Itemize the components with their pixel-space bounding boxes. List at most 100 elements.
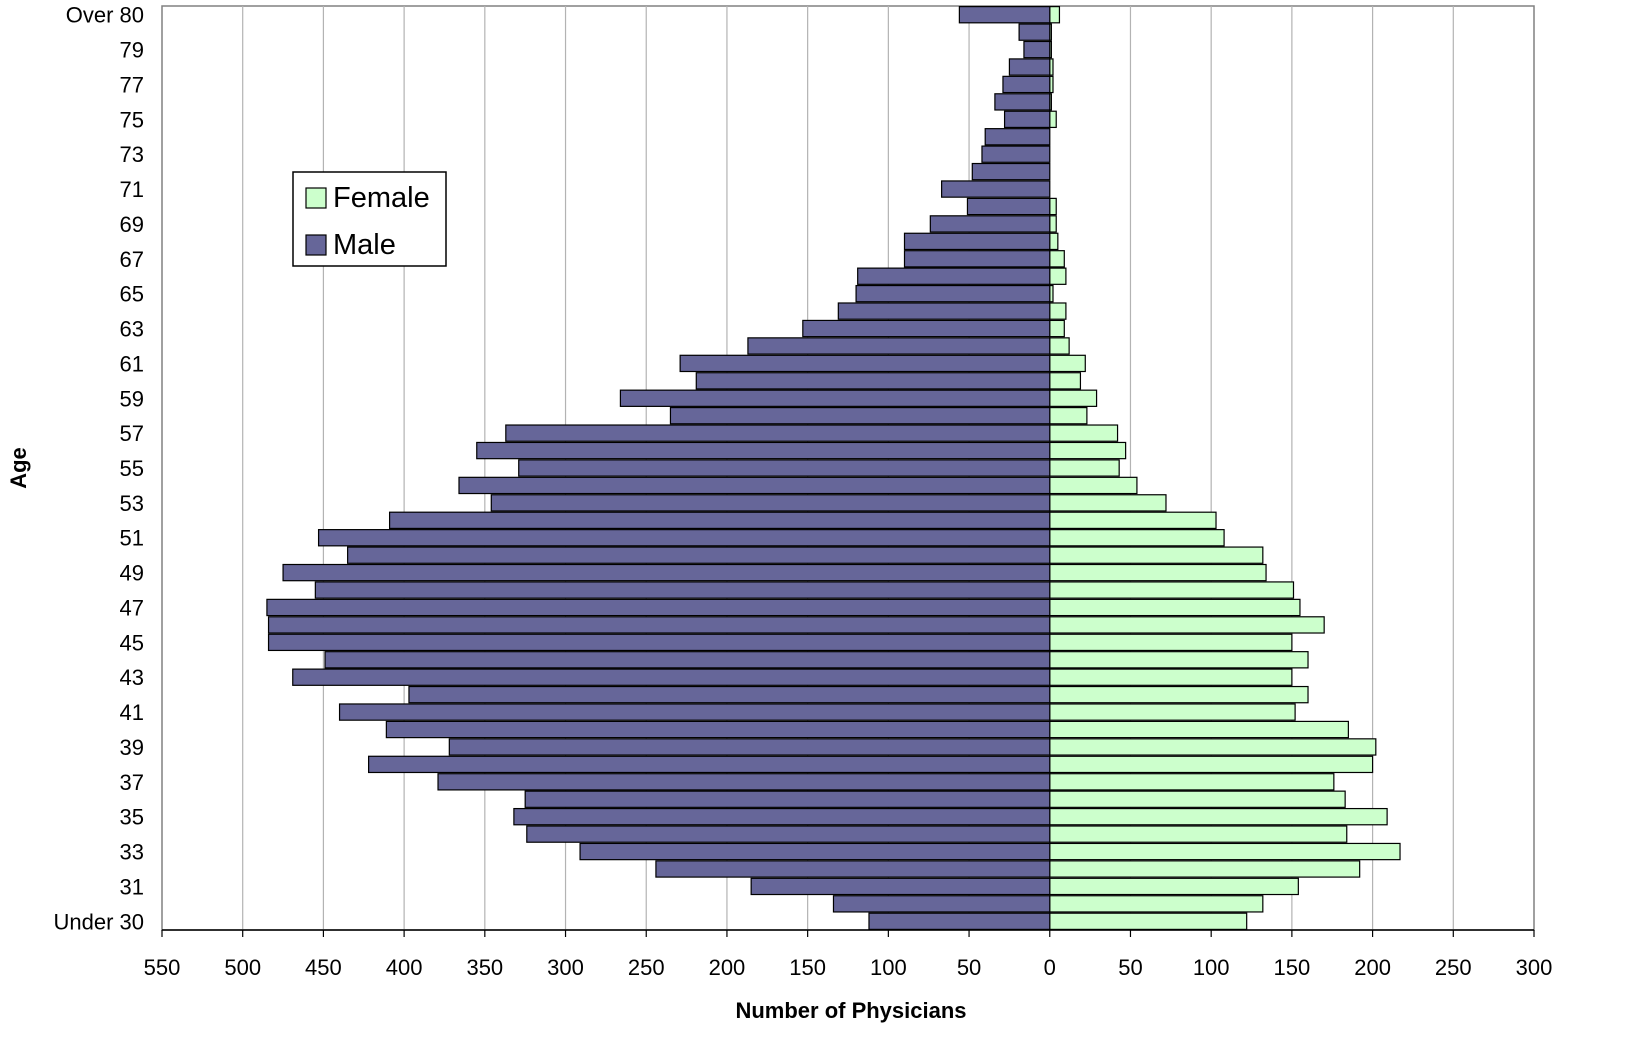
bar-female [1049,563,1267,582]
bar-male [966,197,1051,216]
bar-female [1049,424,1119,442]
bar-male [385,720,1051,739]
bar-female [1049,389,1098,407]
bar-male [524,790,1051,808]
bar-male [837,302,1051,320]
bar-male [1018,23,1051,41]
y-axis-title: Age [6,447,31,489]
bar-male [747,337,1051,355]
bar-female [1049,6,1061,24]
bar-female [1049,616,1325,634]
bar-female [1049,546,1264,564]
x-tick-label: 150 [1274,955,1311,980]
bar-female [1049,790,1346,808]
legend-swatch-male [305,234,327,256]
bar-female [1049,598,1301,617]
bar-female [1049,215,1057,233]
bar-male [324,651,1051,669]
bar-female [1049,825,1348,843]
bar-male [994,93,1051,111]
y-tick-label: 39 [120,735,144,760]
bar-female [1049,441,1127,460]
bar-male [505,424,1051,442]
x-tick-label: 0 [1044,955,1056,980]
bar-male [1002,75,1051,94]
bar-female [1049,633,1293,652]
legend: Female Male [292,171,447,267]
bar-male [458,476,1051,495]
y-tick-label: Under 30 [53,909,144,934]
legend-label-male: Male [333,229,396,261]
y-tick-label: 47 [120,595,144,620]
bar-male [388,511,1051,530]
legend-label-female: Female [333,182,430,214]
x-axis-ticks: 550 500 450 400 350 300 250 200 150 100 50 0 50 100 15… [144,930,1553,980]
y-tick-label: 45 [120,630,144,655]
bar-male [855,284,1051,303]
bar-male [490,494,1051,512]
bars [266,6,1401,930]
bar-male [958,6,1051,24]
bar-female [1049,738,1377,756]
y-tick-label: 43 [120,665,144,690]
x-tick-label: 100 [1193,955,1230,980]
x-axis-title: Number of Physicians [735,998,966,1023]
bar-male [476,441,1051,460]
y-tick-label: 73 [120,142,144,167]
y-tick-label: 63 [120,317,144,342]
y-tick-label: 41 [120,700,144,725]
y-tick-label: 51 [120,526,144,551]
bar-male [750,877,1051,896]
y-tick-label: 33 [120,840,144,865]
bar-male [1023,40,1051,59]
bar-male [1003,110,1051,129]
x-tick-label: 500 [224,955,261,980]
x-tick-label: 200 [709,955,746,980]
bar-male [437,773,1051,791]
y-tick-label: Over 80 [66,3,144,28]
y-tick-label: 55 [120,456,144,481]
y-tick-label: 49 [120,561,144,586]
bar-male [695,372,1051,390]
y-tick-label: 57 [120,421,144,446]
x-tick-label: 350 [466,955,503,980]
y-tick-label: 79 [120,38,144,63]
bar-male [317,529,1051,547]
x-tick-label: 250 [1435,955,1472,980]
x-tick-label: 150 [789,955,826,980]
bar-female [1049,511,1217,530]
bar-male [679,354,1051,373]
bar-male [513,807,1051,826]
bar-male [857,267,1051,285]
bar-male [579,842,1051,861]
x-tick-label: 50 [1118,955,1142,980]
bar-male [266,598,1051,617]
bar-male [832,895,1051,913]
bar-male [929,215,1051,233]
y-tick-label: 69 [120,212,144,237]
bar-female [1049,720,1349,739]
bar-female [1049,337,1070,355]
x-tick-label: 300 [1516,955,1553,980]
legend-swatch-female [305,187,327,209]
bar-female [1049,807,1388,826]
x-tick-label: 200 [1354,955,1391,980]
bar-male [903,250,1051,268]
y-tick-label: 37 [120,770,144,795]
x-tick-label: 100 [870,955,907,980]
bar-male [903,232,1051,251]
bar-male [802,319,1051,338]
bar-male [941,180,1051,198]
bar-male [314,581,1051,599]
bar-female [1049,842,1401,861]
bar-female [1049,110,1057,129]
bar-female [1049,319,1065,338]
y-tick-label: 67 [120,247,144,272]
y-tick-label: 53 [120,491,144,516]
bar-female [1049,755,1374,774]
y-tick-label: 59 [120,386,144,411]
bar-female [1049,773,1335,791]
bar-female [1049,372,1082,390]
y-tick-label: 61 [120,351,144,376]
